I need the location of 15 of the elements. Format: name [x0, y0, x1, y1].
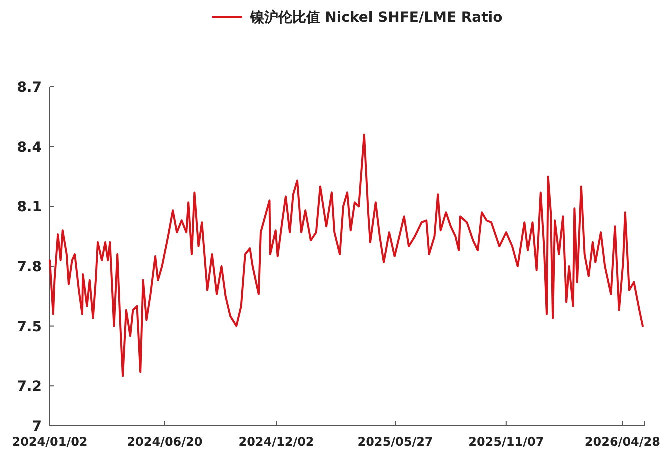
- x-tick-label: 2024/12/02: [238, 435, 314, 449]
- y-tick-label: 8.4: [17, 140, 42, 156]
- x-tick-label: 2025/05/27: [358, 435, 434, 449]
- y-tick-label: 8.1: [17, 200, 42, 216]
- x-tick-label: 2025/11/07: [468, 435, 544, 449]
- x-tick-label: 2026/04/28: [584, 435, 660, 449]
- legend-label: 镍沪伦比值 Nickel SHFE/LME Ratio: [249, 9, 504, 26]
- y-tick-label: 7: [32, 419, 42, 435]
- x-tick-label: 2024/01/02: [12, 435, 88, 449]
- y-tick-label: 8.7: [17, 80, 42, 96]
- legend: 镍沪伦比值 Nickel SHFE/LME Ratio: [212, 10, 503, 26]
- y-tick-label: 7.5: [17, 319, 42, 336]
- x-tick-label: 2024/06/20: [127, 435, 203, 449]
- y-tick-label: 7.8: [17, 259, 42, 276]
- y-tick-label: 7.2: [17, 379, 42, 396]
